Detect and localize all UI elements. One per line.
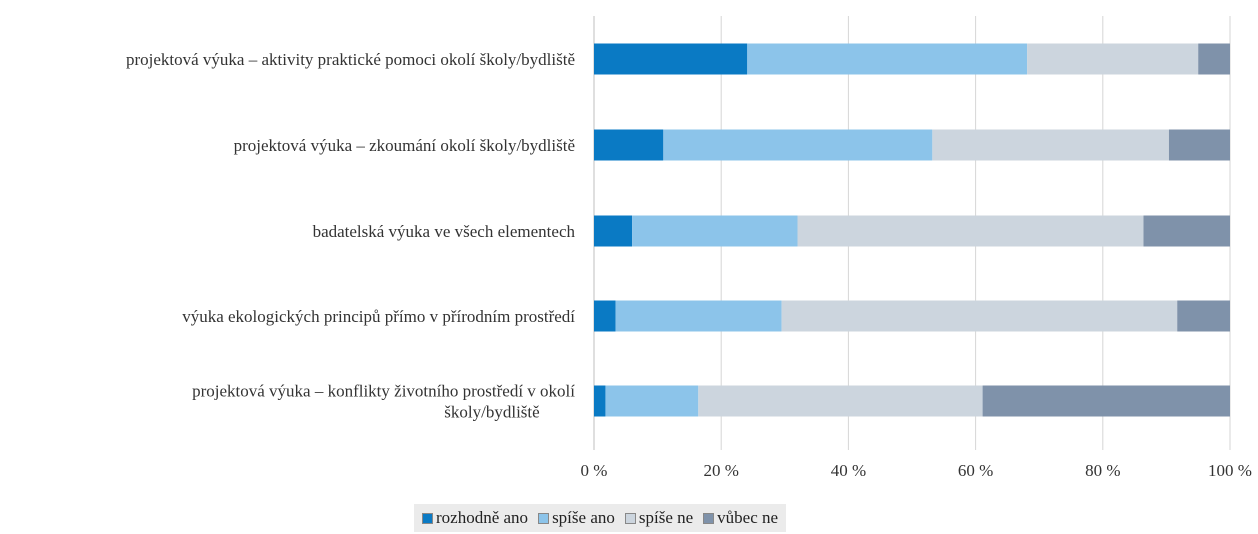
x-tick-label: 60 % <box>958 461 993 480</box>
legend-swatch <box>538 512 550 524</box>
x-tick-label: 40 % <box>831 461 866 480</box>
bar-segment <box>615 300 782 332</box>
bar-segment <box>747 43 1028 75</box>
legend-swatch <box>422 512 433 524</box>
legend: rozhodně ano spíše ano spíše ne vůbec ne <box>414 504 787 532</box>
legend-label: rozhodně ano <box>436 508 529 527</box>
x-tick-labels: 0 % 20 % 40 % 60 % 80 % 100 % <box>581 461 1252 480</box>
bar-segment <box>663 129 933 161</box>
bar-segment <box>632 215 798 247</box>
category-label: projektová výuka – konflikty životního p… <box>192 382 575 401</box>
bar-segment <box>1027 43 1199 75</box>
category-label: projektová výuka – aktivity praktické po… <box>126 50 575 69</box>
legend-swatch <box>703 512 715 524</box>
category-labels: projektová výuka – aktivity praktické po… <box>126 50 576 422</box>
bar-segment <box>698 385 983 417</box>
chart: projektová výuka – aktivity praktické po… <box>126 16 1252 480</box>
category-label: školy/bydliště <box>444 403 539 422</box>
bar-segment <box>1143 215 1230 247</box>
bar-segment <box>1168 129 1230 161</box>
legend-label: spíše ne <box>638 508 694 527</box>
bar-segment <box>594 385 606 417</box>
legend-swatch <box>624 512 636 524</box>
bar-segment <box>594 129 664 161</box>
legend-item: spíše ne <box>624 508 694 528</box>
category-label: výuka ekologických principů přímo v přír… <box>182 307 575 326</box>
bar-segment <box>594 215 633 247</box>
x-tick-label: 80 % <box>1085 461 1120 480</box>
bar-segment <box>1198 43 1230 75</box>
bar-segment <box>797 215 1144 247</box>
legend-item: rozhodně ano <box>422 508 528 528</box>
bar-segment <box>932 129 1169 161</box>
x-tick-label: 20 % <box>703 461 738 480</box>
legend-label: vůbec ne <box>717 508 779 527</box>
x-tick-label: 100 % <box>1208 461 1252 480</box>
bar-segment <box>594 300 616 332</box>
bar-segment <box>1177 300 1230 332</box>
x-tick-label: 0 % <box>581 461 608 480</box>
bar-segment <box>781 300 1178 332</box>
bars <box>594 43 1230 417</box>
legend-item: vůbec ne <box>703 508 778 528</box>
legend-item: spíše ano <box>538 508 615 528</box>
category-label: projektová výuka – zkoumání okolí školy/… <box>234 136 575 155</box>
category-label: badatelská výuka ve všech elementech <box>313 222 576 241</box>
bar-segment <box>982 385 1230 417</box>
legend-label: spíše ano <box>552 508 615 527</box>
bar-segment <box>605 385 699 417</box>
bar-segment <box>594 43 748 75</box>
